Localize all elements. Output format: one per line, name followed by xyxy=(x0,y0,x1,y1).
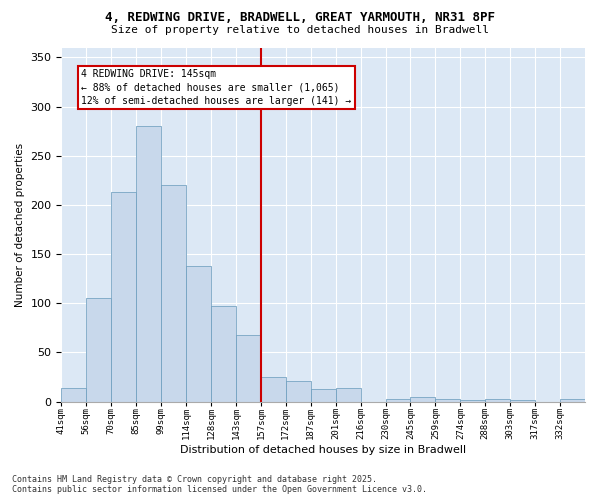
Text: 4 REDWING DRIVE: 145sqm
← 88% of detached houses are smaller (1,065)
12% of semi: 4 REDWING DRIVE: 145sqm ← 88% of detache… xyxy=(82,69,352,106)
Bar xyxy=(111,192,136,402)
Bar xyxy=(186,266,211,402)
Bar xyxy=(286,381,311,402)
Bar xyxy=(211,306,236,402)
Bar xyxy=(485,398,510,402)
Bar xyxy=(161,185,186,402)
Bar xyxy=(86,298,111,402)
Bar xyxy=(560,398,585,402)
Text: Contains HM Land Registry data © Crown copyright and database right 2025.
Contai: Contains HM Land Registry data © Crown c… xyxy=(12,474,427,494)
Bar xyxy=(386,398,410,402)
Text: Size of property relative to detached houses in Bradwell: Size of property relative to detached ho… xyxy=(111,25,489,35)
Bar xyxy=(136,126,161,402)
Bar xyxy=(261,377,286,402)
Bar xyxy=(510,400,535,402)
Y-axis label: Number of detached properties: Number of detached properties xyxy=(15,142,25,306)
Bar xyxy=(335,388,361,402)
Bar xyxy=(460,400,485,402)
Bar xyxy=(236,334,261,402)
Bar xyxy=(410,396,436,402)
X-axis label: Distribution of detached houses by size in Bradwell: Distribution of detached houses by size … xyxy=(180,445,466,455)
Bar xyxy=(61,388,86,402)
Bar xyxy=(311,389,335,402)
Text: 4, REDWING DRIVE, BRADWELL, GREAT YARMOUTH, NR31 8PF: 4, REDWING DRIVE, BRADWELL, GREAT YARMOU… xyxy=(105,11,495,24)
Bar xyxy=(436,398,460,402)
